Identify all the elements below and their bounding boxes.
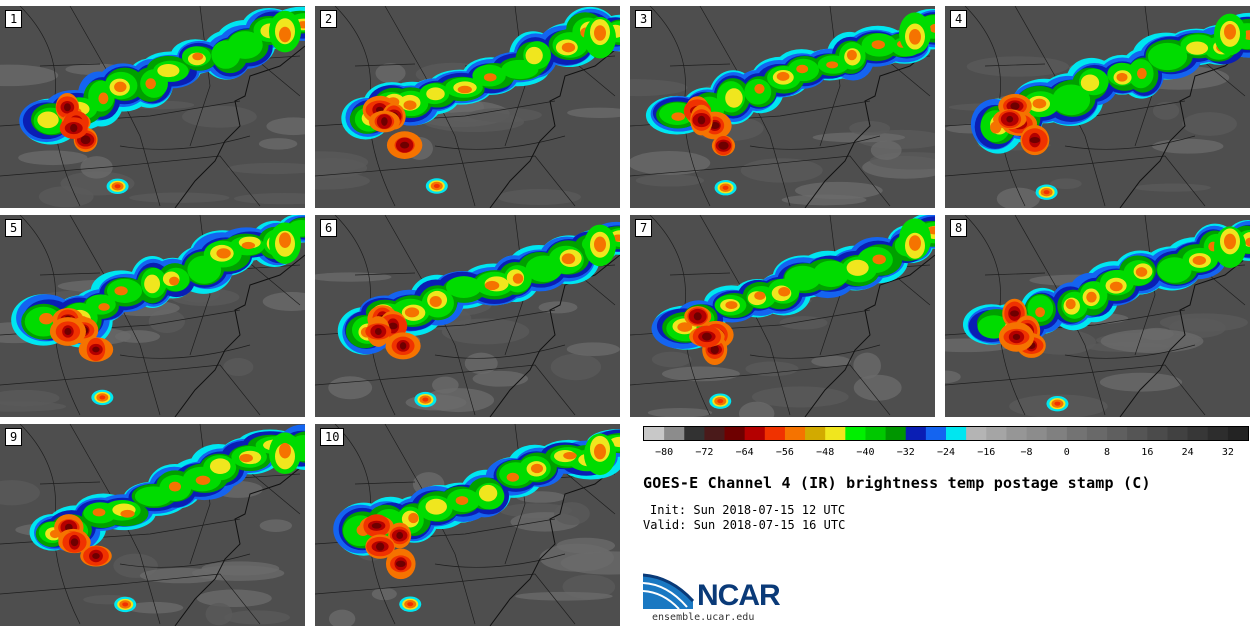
colorbar-swatch [1227, 427, 1249, 440]
colorbar-tick-label: 16 [1141, 447, 1154, 458]
ensemble-member-panel: 10 [315, 424, 620, 626]
ensemble-member-panel: 4 [945, 6, 1250, 208]
colorbar-swatch [744, 427, 766, 440]
colorbar-tick-label: 24 [1181, 447, 1194, 458]
member-number-label: 8 [950, 219, 968, 237]
member-number-label: 1 [5, 10, 23, 28]
member-number-label: 10 [320, 428, 345, 446]
colorbar-swatch [704, 427, 725, 440]
member-number-label: 3 [635, 10, 653, 28]
member-number-label: 2 [320, 10, 338, 28]
colorbar-swatch [664, 427, 685, 440]
ensemble-member-panel: 8 [945, 215, 1250, 417]
ir-brightness-map [945, 215, 1250, 417]
ncar-logo-text: NCAR [697, 579, 781, 612]
init-time: Init: Sun 2018-07-15 12 UTC [650, 503, 846, 517]
colorbar-swatch [845, 427, 866, 440]
colorbar-swatch [684, 427, 705, 440]
colorbar-swatch [946, 427, 967, 440]
colorbar-swatch [1086, 427, 1108, 440]
colorbar-tick-label: −24 [936, 447, 956, 458]
ensemble-member-panel: 2 [315, 6, 620, 208]
colorbar-swatch [784, 427, 806, 440]
colorbar-tick-label: −8 [1020, 447, 1033, 458]
colorbar-tick-label: −80 [655, 447, 674, 458]
colorbar-swatch [1006, 427, 1027, 440]
ir-brightness-map [630, 215, 935, 417]
colorbar-swatch [805, 427, 826, 440]
ensemble-member-panel: 1 [0, 6, 305, 208]
colorbar-swatch [905, 427, 927, 440]
colorbar-swatch [644, 427, 665, 440]
colorbar-swatch [1207, 427, 1229, 440]
colorbar-tick-label: 32 [1221, 447, 1234, 458]
ir-brightness-map [0, 215, 305, 417]
colorbar-swatch [1127, 427, 1148, 440]
member-number-label: 7 [635, 219, 653, 237]
member-number-label: 5 [5, 219, 23, 237]
colorbar-swatch [1147, 427, 1168, 440]
colorbar-swatch [724, 427, 746, 440]
ir-brightness-map [630, 6, 935, 208]
member-number-label: 6 [320, 219, 338, 237]
colorbar-tick-label: −32 [896, 447, 915, 458]
member-number-label: 4 [950, 10, 968, 28]
ncar-logo-icon [643, 571, 695, 610]
ir-brightness-map [315, 424, 620, 626]
temperature-colorbar [643, 426, 1249, 441]
ir-brightness-map [315, 6, 620, 208]
colorbar-swatch [925, 427, 947, 440]
colorbar-swatch [1167, 427, 1188, 440]
valid-time: Valid: Sun 2018-07-15 16 UTC [643, 518, 846, 532]
colorbar-swatch [1046, 427, 1068, 440]
ensemble-member-panel: 6 [315, 215, 620, 417]
ir-brightness-map [0, 424, 305, 626]
ensemble-member-panel: 5 [0, 215, 305, 417]
ensemble-member-panel: 3 [630, 6, 935, 208]
colorbar-swatch [885, 427, 907, 440]
colorbar-tick-label: −16 [977, 447, 996, 458]
colorbar-swatch [825, 427, 846, 440]
colorbar-tick-label: 8 [1104, 447, 1111, 458]
colorbar-swatch [1107, 427, 1128, 440]
colorbar-swatch [1026, 427, 1048, 440]
ensemble-member-panel: 7 [630, 215, 935, 417]
colorbar-tick-label: −40 [856, 447, 875, 458]
figure-title: GOES-E Channel 4 (IR) brightness temp po… [643, 474, 1151, 492]
colorbar-tick-label: 0 [1063, 447, 1070, 458]
colorbar-swatch [966, 427, 987, 440]
ir-brightness-map [315, 215, 620, 417]
colorbar-swatch [986, 427, 1007, 440]
ensemble-member-panel: 9 [0, 424, 305, 626]
colorbar-tick-label: −56 [775, 447, 794, 458]
colorbar-swatch [1187, 427, 1209, 440]
colorbar-swatch [1066, 427, 1088, 440]
colorbar-swatch [865, 427, 886, 440]
ir-brightness-map [945, 6, 1250, 208]
colorbar-tick-label: −48 [816, 447, 835, 458]
ncar-logo-url: ensemble.ucar.edu [652, 612, 755, 623]
ir-brightness-map [0, 6, 305, 208]
colorbar-tick-label: −64 [735, 447, 754, 458]
colorbar-swatch [764, 427, 786, 440]
member-number-label: 9 [5, 428, 23, 446]
colorbar-tick-label: −72 [695, 447, 714, 458]
